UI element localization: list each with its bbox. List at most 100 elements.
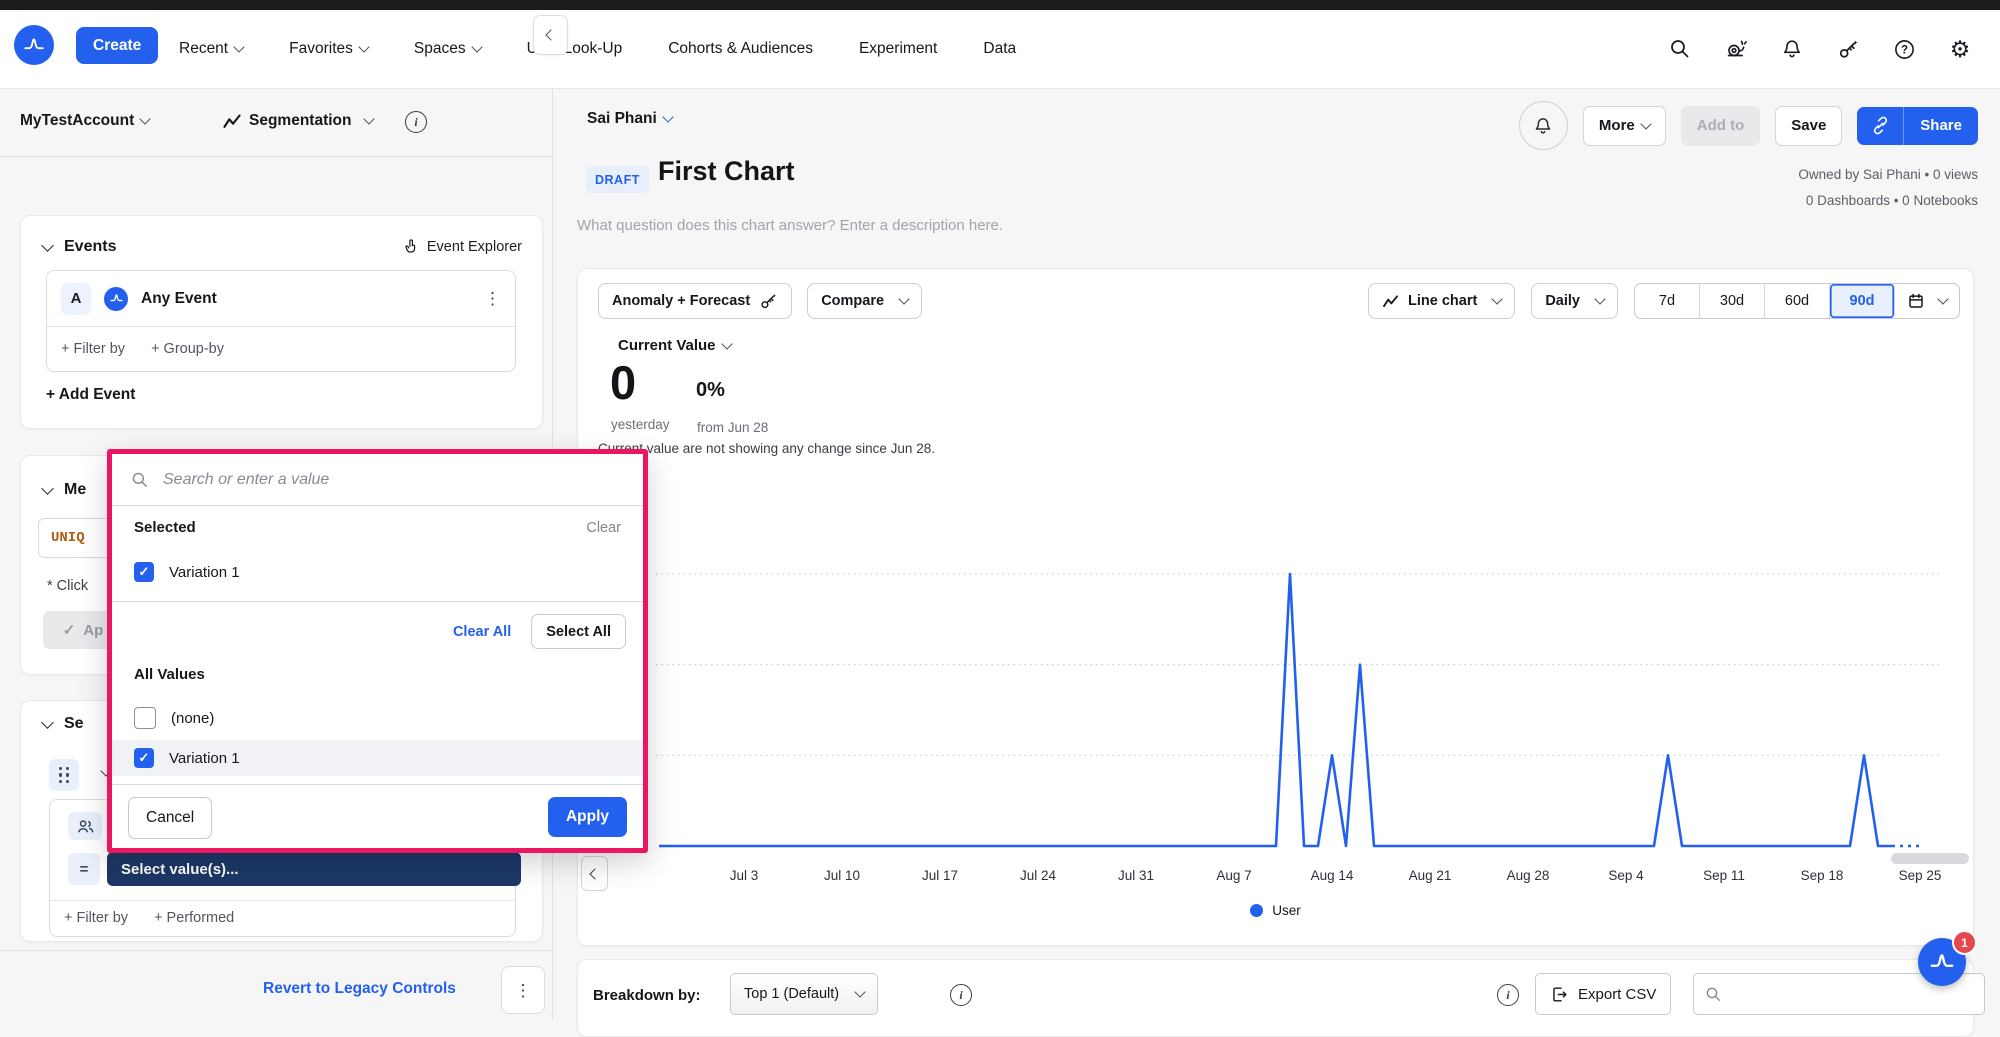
export-csv-button[interactable]: Export CSV: [1535, 973, 1672, 1015]
legend-series-label[interactable]: User: [1272, 903, 1301, 918]
nav-item-cohorts-audiences[interactable]: Cohorts & Audiences: [668, 40, 813, 57]
legend-series-dot[interactable]: [1250, 904, 1264, 917]
calendar-range-button[interactable]: [1895, 284, 1959, 318]
nav-item-recent[interactable]: Recent: [179, 40, 245, 58]
description-placeholder[interactable]: What question does this chart answer? En…: [577, 217, 1004, 234]
calendar-icon: [1909, 293, 1923, 308]
value-search-input[interactable]: [161, 469, 624, 490]
events-section-header[interactable]: Events: [41, 238, 116, 256]
pan-left-button[interactable]: [581, 856, 608, 891]
measured-section-header[interactable]: Me: [41, 481, 86, 499]
amplitude-logo[interactable]: [14, 25, 54, 65]
settings-gear-icon[interactable]: ⚙: [1949, 35, 1971, 62]
bell-icon[interactable]: [1780, 37, 1804, 61]
breakdown-label: Breakdown by:: [593, 987, 701, 1004]
filter-by-button[interactable]: + Filter by: [64, 910, 129, 926]
anomaly-forecast-button[interactable]: Anomaly + Forecast: [598, 283, 793, 319]
primary-nav-items: Recent Favorites Spaces User Look-Up Cohorts…: [179, 10, 1016, 88]
value-option-row[interactable]: (none): [112, 700, 643, 736]
create-button[interactable]: Create: [76, 27, 159, 64]
segment-section-header[interactable]: Se: [41, 715, 84, 733]
divider: [112, 601, 643, 602]
chevron-down-icon: [363, 113, 376, 125]
chart-type-dropdown[interactable]: Line chart: [1368, 283, 1516, 319]
add-event-button[interactable]: + Add Event: [46, 386, 136, 403]
nav-item-data[interactable]: Data: [983, 40, 1017, 57]
nav-item-experiment[interactable]: Experiment: [858, 40, 938, 57]
more-button[interactable]: More: [1582, 105, 1666, 146]
chevron-down-icon: [1937, 293, 1949, 305]
event-modifiers-row: + Filter by + Group-by: [61, 327, 515, 370]
event-letter-badge: A: [61, 282, 91, 315]
checkbox-checked[interactable]: ✓: [134, 748, 154, 768]
drag-handle[interactable]: [49, 759, 79, 791]
range-90d-button[interactable]: 90d: [1830, 284, 1895, 318]
range-7d-button[interactable]: 7d: [1635, 284, 1700, 318]
performed-button[interactable]: + Performed: [154, 910, 235, 926]
select-all-button[interactable]: Select All: [531, 614, 626, 649]
horizontal-scrollbar-thumb[interactable]: [1891, 853, 1969, 864]
save-button[interactable]: Save: [1775, 105, 1843, 146]
modal-footer: Cancel Apply: [112, 786, 643, 848]
cancel-button[interactable]: Cancel: [128, 797, 213, 839]
nav-item-favorites[interactable]: Favorites: [289, 40, 370, 58]
chart-type-menu[interactable]: Segmentation: [222, 112, 376, 130]
sidebar-menu-kebab-button[interactable]: ⋮: [501, 966, 545, 1014]
select-values-button[interactable]: Select value(s)...: [107, 852, 521, 886]
breakdown-dropdown[interactable]: Top 1 (Default): [730, 973, 879, 1015]
clear-all-button[interactable]: Clear All: [452, 623, 512, 640]
chevron-down-icon: [1594, 293, 1606, 305]
value-option-label: Variation 1: [169, 563, 240, 581]
chart-controls-left: Anomaly + Forecast Compare: [598, 283, 923, 319]
breakdown-search-box[interactable]: [1693, 973, 1985, 1015]
range-60d-button[interactable]: 60d: [1765, 284, 1830, 318]
group-by-button[interactable]: + Group-by: [151, 340, 225, 357]
collapse-sidebar-button[interactable]: [533, 15, 568, 55]
tap-hand-icon: [405, 239, 416, 253]
owner-selector[interactable]: Sai Phani: [587, 110, 674, 128]
metric-selector[interactable]: Current Value: [618, 337, 733, 354]
x-axis-tick-label: Sep 18: [1800, 868, 1844, 883]
share-button[interactable]: Share: [1904, 106, 1978, 145]
range-30d-button[interactable]: 30d: [1700, 284, 1765, 318]
chevron-down-icon: [898, 293, 910, 305]
zigzag-line-icon: [1383, 294, 1398, 307]
bulk-actions-row: Clear All Select All: [453, 614, 626, 649]
value-option-row[interactable]: ✓ Variation 1: [112, 740, 643, 776]
event-row[interactable]: A Any Event ⋮: [47, 271, 515, 326]
snail-icon[interactable]: [1724, 37, 1748, 61]
sparkle-key-icon[interactable]: [1836, 37, 1860, 61]
chevron-down-icon: [1491, 293, 1503, 305]
clear-button[interactable]: Clear: [586, 519, 621, 536]
compare-button[interactable]: Compare: [807, 283, 923, 319]
value-option-label: (none): [171, 709, 215, 727]
info-icon[interactable]: i: [1497, 984, 1519, 1006]
granularity-dropdown[interactable]: Daily: [1531, 283, 1618, 319]
filter-by-button[interactable]: + Filter by: [61, 340, 126, 357]
notification-bell-button[interactable]: [1518, 101, 1568, 150]
value-picker-modal: Selected Clear ✓ Variation 1 Clear All Se…: [107, 449, 648, 853]
divider: [47, 326, 515, 327]
line-chart-plot[interactable]: [641, 541, 1961, 856]
info-icon[interactable]: i: [405, 111, 427, 133]
account-switcher[interactable]: MyTestAccount: [20, 112, 151, 130]
apply-button[interactable]: Apply: [547, 797, 627, 837]
checkbox-unchecked[interactable]: [134, 707, 156, 729]
copy-link-button[interactable]: [1857, 106, 1905, 145]
info-icon[interactable]: i: [950, 984, 972, 1006]
chevron-down-icon: [662, 111, 674, 123]
event-explorer-button[interactable]: Event Explorer: [402, 238, 522, 256]
x-axis-tick-label: Jul 17: [921, 868, 959, 883]
revert-legacy-controls-link[interactable]: Revert to Legacy Controls: [263, 980, 456, 997]
help-icon[interactable]: ?: [1892, 37, 1916, 61]
add-to-button[interactable]: Add to: [1680, 105, 1761, 146]
page-title[interactable]: First Chart: [658, 156, 795, 186]
event-menu-kebab-icon[interactable]: ⋮: [484, 289, 501, 308]
value-option-row[interactable]: ✓ Variation 1: [112, 554, 643, 590]
checkbox-checked[interactable]: ✓: [134, 562, 154, 582]
search-icon[interactable]: [1668, 37, 1692, 61]
breakdown-search-input[interactable]: [1730, 985, 1973, 1003]
chevron-down-icon: [41, 238, 54, 252]
operator-equals-chip[interactable]: =: [68, 853, 100, 885]
nav-item-spaces[interactable]: Spaces: [414, 40, 483, 58]
